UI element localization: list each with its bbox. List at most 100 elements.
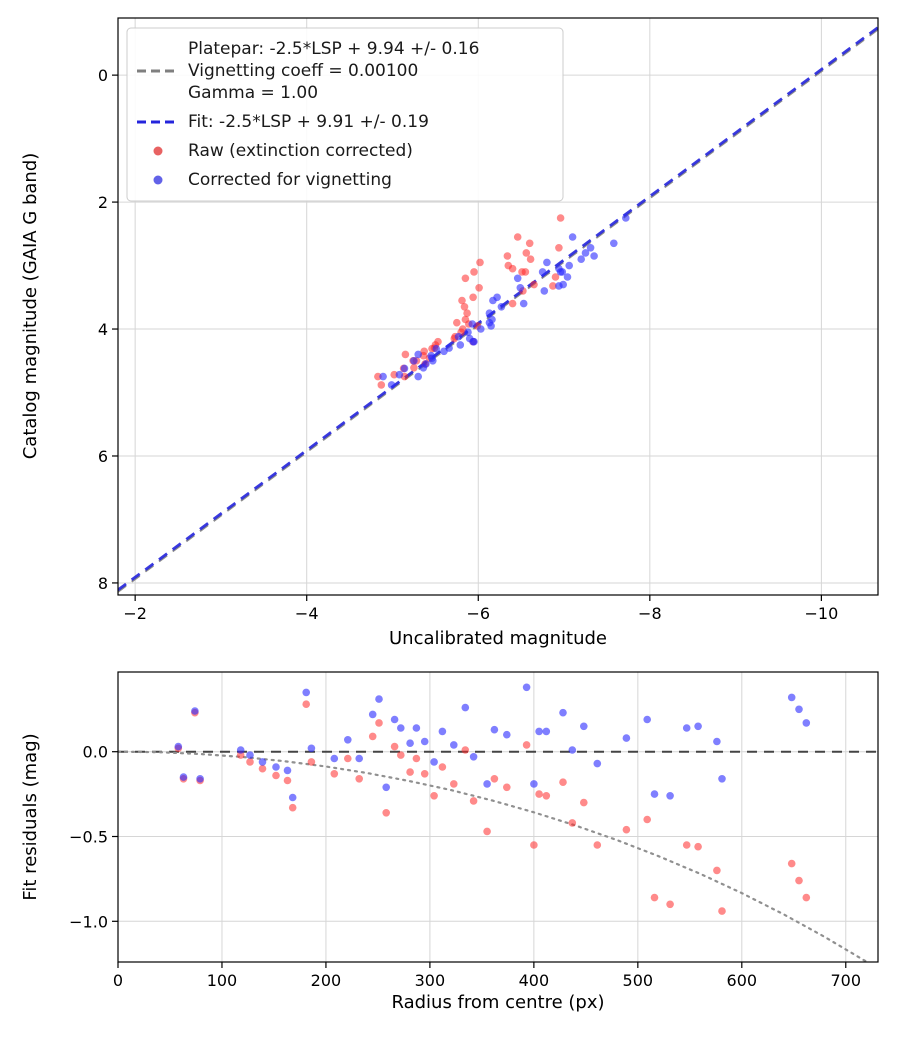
data-point	[508, 299, 517, 308]
data-point	[518, 268, 526, 276]
data-point	[485, 309, 494, 318]
fit-residuals-chart: 0 100 200 300 400 500 600 700 0.0 −0.5 −1.0	[69, 671, 879, 990]
data-point	[344, 754, 352, 763]
data-point	[368, 732, 377, 741]
data-point	[586, 244, 595, 252]
x-tick-label: 100	[207, 971, 238, 990]
x-tick-label: 200	[311, 971, 342, 990]
y-tick-label: 0	[98, 66, 108, 85]
data-point	[430, 792, 438, 800]
data-point	[538, 268, 547, 276]
data-point	[179, 773, 188, 781]
data-point	[410, 357, 418, 365]
data-point	[469, 753, 478, 761]
data-point	[559, 708, 567, 717]
data-point	[420, 347, 429, 356]
data-point	[497, 303, 506, 311]
data-point	[504, 261, 513, 270]
bottom-yaxis-label: Fit residuals (mag)	[20, 733, 41, 900]
data-point	[694, 842, 702, 851]
data-point	[375, 719, 383, 727]
legend-box	[126, 27, 564, 202]
vignetting-model-curve	[118, 750, 868, 962]
data-point	[535, 790, 543, 798]
data-point	[440, 347, 448, 356]
data-point	[406, 768, 414, 776]
axes-frame	[117, 17, 879, 596]
data-point	[430, 758, 438, 766]
data-point	[477, 325, 485, 333]
data-point	[288, 793, 297, 802]
data-point	[302, 688, 311, 697]
data-point	[622, 825, 631, 834]
data-point	[555, 244, 563, 252]
data-point	[694, 722, 702, 731]
data-point	[390, 742, 399, 751]
x-tick-label: 600	[727, 971, 758, 990]
data-point	[429, 357, 437, 365]
data-point	[368, 710, 377, 719]
data-point	[577, 255, 585, 263]
data-point	[643, 815, 651, 824]
y-tick-label: 4	[98, 320, 108, 339]
y-tick-label: 6	[98, 447, 108, 466]
legend-label: Corrected for vignetting	[188, 170, 392, 190]
data-point	[419, 364, 428, 372]
data-point	[650, 893, 659, 902]
data-point	[718, 907, 726, 915]
data-point	[787, 859, 796, 868]
data-point	[802, 893, 811, 902]
data-point	[643, 715, 651, 724]
data-point	[593, 841, 602, 849]
x-tick-label: 400	[519, 971, 550, 990]
y-tick-label: 0.0	[83, 743, 108, 762]
data-point	[580, 722, 588, 731]
data-point	[382, 783, 391, 792]
data-point	[540, 287, 549, 295]
data-point	[568, 233, 577, 241]
data-point	[542, 727, 551, 736]
data-point	[283, 766, 292, 775]
data-point	[802, 719, 811, 727]
data-point	[344, 736, 352, 744]
data-point	[526, 255, 535, 263]
data-point	[410, 364, 418, 372]
data-point	[530, 780, 538, 788]
x-tick-label: 0	[113, 971, 123, 990]
y-tick-label: −0.5	[69, 828, 108, 847]
x-tick-label: −6	[466, 604, 490, 623]
data-point	[476, 258, 484, 267]
data-point	[469, 797, 478, 805]
data-point	[469, 293, 477, 302]
data-point	[246, 751, 254, 759]
data-point	[379, 372, 387, 381]
data-point	[522, 741, 531, 749]
data-point	[483, 827, 491, 836]
data-point	[236, 746, 245, 754]
data-point	[650, 790, 659, 798]
data-point	[490, 725, 499, 734]
data-point	[666, 792, 674, 800]
data-point	[559, 280, 567, 289]
data-point	[450, 780, 458, 788]
data-point	[558, 268, 567, 276]
data-point	[503, 783, 511, 792]
data-point	[522, 683, 531, 692]
data-point	[461, 746, 470, 754]
data-point	[568, 819, 577, 827]
data-point	[450, 741, 458, 749]
data-point	[196, 775, 204, 783]
data-point	[258, 764, 267, 773]
legend-label: Raw (extinction corrected)	[188, 141, 413, 161]
data-point	[490, 775, 499, 783]
data-point	[463, 309, 471, 318]
x-tick-label: −2	[123, 604, 147, 623]
data-point	[485, 318, 494, 327]
top-xaxis-label: Uncalibrated magnitude	[389, 628, 607, 649]
data-point	[461, 315, 470, 324]
data-point	[503, 730, 511, 739]
data-point	[375, 695, 383, 703]
data-point	[682, 724, 691, 732]
data-point	[406, 739, 414, 747]
data-point	[795, 876, 803, 885]
